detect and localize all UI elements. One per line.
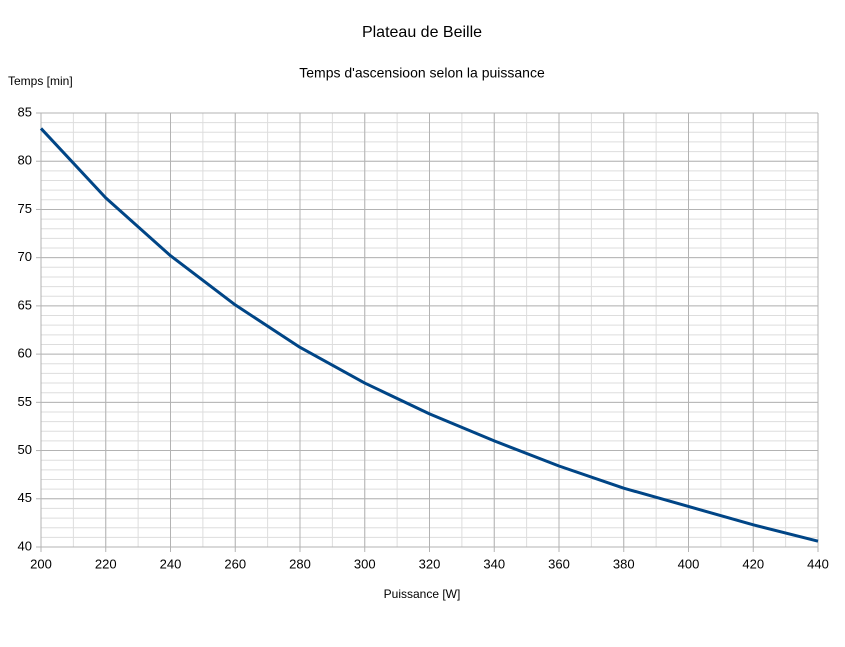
x-tick-label: 220 (95, 556, 117, 571)
y-tick-label: 75 (18, 201, 32, 216)
x-tick-label: 260 (224, 556, 246, 571)
y-axis-label: Temps [min] (8, 74, 73, 88)
x-tick-label: 360 (548, 556, 570, 571)
y-tick-label: 40 (18, 538, 32, 553)
x-tick-label: 320 (419, 556, 441, 571)
y-tick-label: 45 (18, 490, 32, 505)
x-tick-label: 200 (30, 556, 52, 571)
y-tick-label: 60 (18, 346, 32, 361)
chart-title: Plateau de Beille (362, 24, 482, 41)
x-tick-label: 440 (807, 556, 829, 571)
data-line (39, 127, 819, 543)
x-tick-label: 280 (289, 556, 311, 571)
x-tick-label: 240 (160, 556, 182, 571)
y-tick-label: 50 (18, 442, 32, 457)
x-tick-label: 420 (742, 556, 764, 571)
y-tick-label: 55 (18, 394, 32, 409)
x-tick-label: 400 (678, 556, 700, 571)
y-tick-label: 70 (18, 249, 32, 264)
x-tick-label: 340 (483, 556, 505, 571)
y-tick-label: 80 (18, 153, 32, 168)
x-tick-label: 380 (613, 556, 635, 571)
x-tick-label: 300 (354, 556, 376, 571)
y-tick-label: 85 (18, 104, 32, 119)
x-axis-label: Puissance [W] (384, 587, 461, 601)
y-tick-label: 65 (18, 297, 32, 312)
chart-subtitle: Temps d'ascensioon selon la puissance (299, 65, 545, 81)
